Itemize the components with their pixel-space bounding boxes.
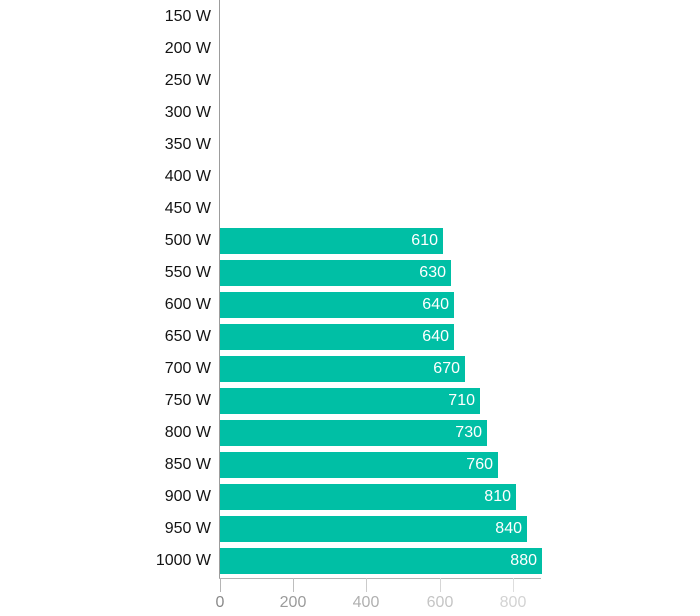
bar: 840 [220,516,527,542]
category-label: 700 W [164,360,211,377]
bar: 610 [220,228,443,254]
category-label: 750 W [164,392,211,409]
bar: 810 [220,484,516,510]
bar: 880 [220,548,542,574]
x-tick-label: 200 [279,594,307,611]
category-label: 800 W [164,424,211,441]
category-label: 150 W [164,8,211,25]
x-tick-label: 0 [215,594,225,611]
category-label: 400 W [164,168,211,185]
x-axis-line [219,578,541,579]
bar: 670 [220,356,465,382]
x-tick-mark [366,578,367,592]
x-tick-mark [220,578,221,592]
category-label: 300 W [164,104,211,121]
x-tick-mark [440,578,441,592]
bar-value-label: 760 [466,456,493,473]
category-label: 200 W [164,40,211,57]
bar-value-label: 810 [484,488,511,505]
category-label: 350 W [164,136,211,153]
category-label: 600 W [164,296,211,313]
bar-value-label: 640 [422,296,449,313]
bar-value-label: 730 [455,424,482,441]
x-tick-mark [513,578,514,592]
category-label: 550 W [164,264,211,281]
bar-value-label: 880 [510,552,537,569]
x-tick-label: 600 [426,594,454,611]
bar-value-label: 610 [411,232,438,249]
bar: 710 [220,388,480,414]
x-tick-mark [293,578,294,592]
bar: 630 [220,260,451,286]
category-label: 250 W [164,72,211,89]
category-label: 500 W [164,232,211,249]
x-tick-label: 400 [352,594,380,611]
bar: 640 [220,324,454,350]
category-label: 650 W [164,328,211,345]
bar-value-label: 630 [419,264,446,281]
bar: 730 [220,420,487,446]
category-label: 950 W [164,520,211,537]
category-label: 450 W [164,200,211,217]
bar-value-label: 710 [448,392,475,409]
bar-value-label: 640 [422,328,449,345]
category-label: 1000 W [155,552,211,569]
y-axis-line [219,0,220,578]
category-label: 850 W [164,456,211,473]
x-tick-label: 800 [499,594,527,611]
bar: 760 [220,452,498,478]
bar: 640 [220,292,454,318]
bar-value-label: 840 [495,520,522,537]
bar-value-label: 670 [433,360,460,377]
category-label: 900 W [164,488,211,505]
